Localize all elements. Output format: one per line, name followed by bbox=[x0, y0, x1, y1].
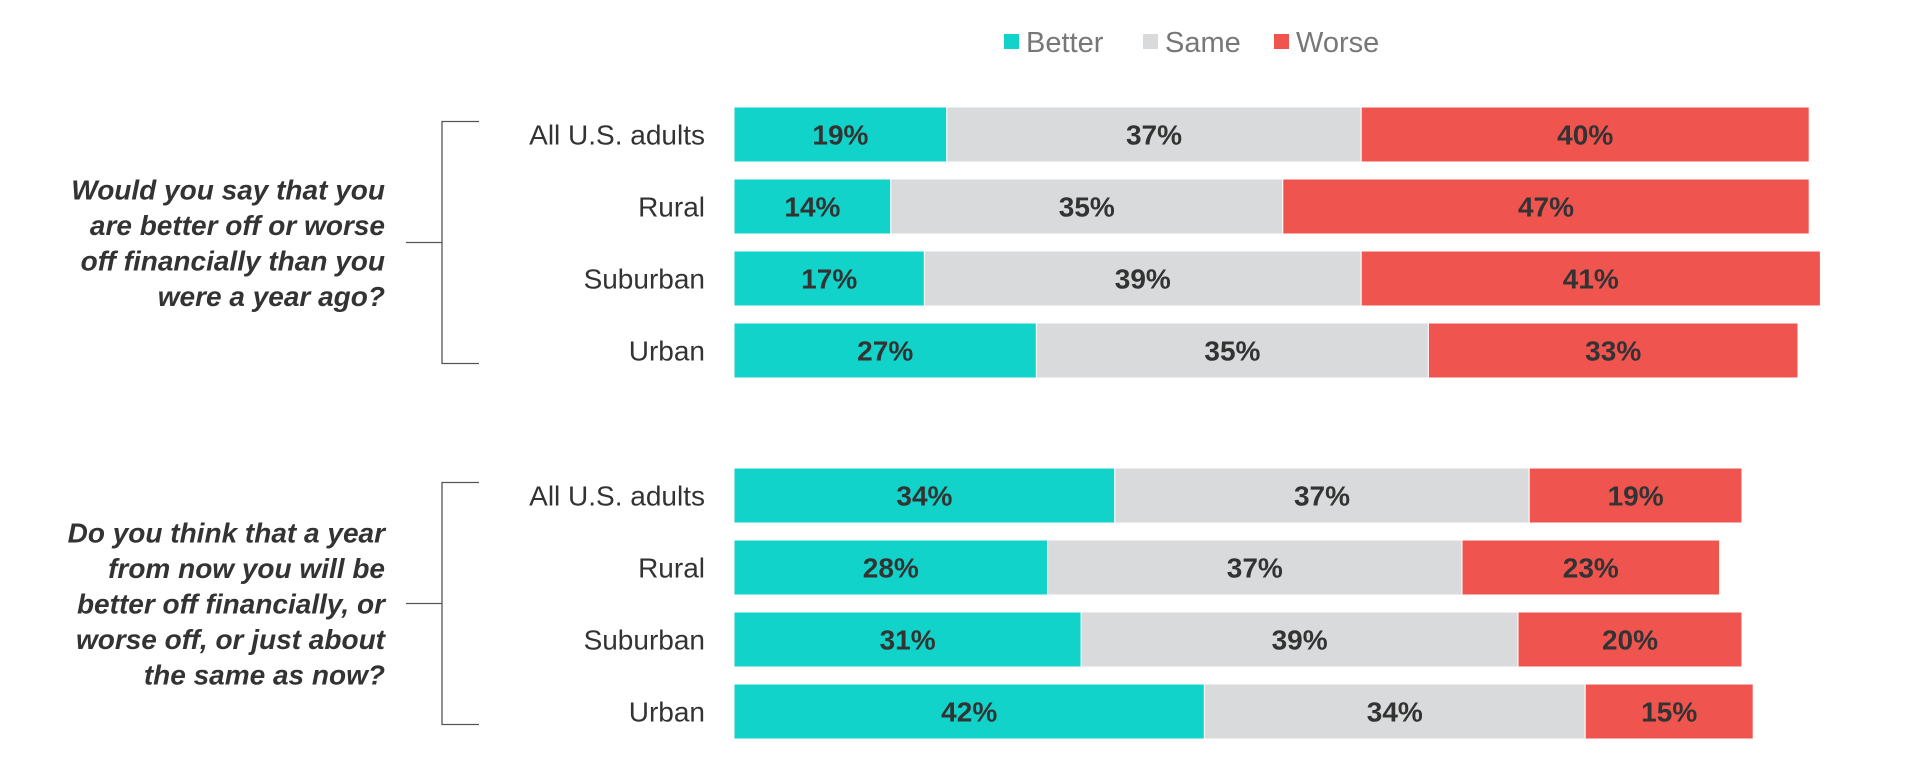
question-group-2: Do you think that a year from now you wil… bbox=[68, 467, 1754, 740]
bar-segment-better bbox=[733, 322, 1037, 379]
value-label-better: 17% bbox=[801, 264, 857, 295]
bar-segment-better bbox=[733, 250, 925, 307]
value-label-same: 35% bbox=[1059, 192, 1115, 223]
value-label-same: 37% bbox=[1126, 120, 1182, 151]
bar-segment-worse bbox=[1427, 322, 1799, 379]
question-text: Would you say that you are better off or … bbox=[71, 174, 385, 312]
bar-segment-same bbox=[890, 178, 1284, 235]
value-label-worse: 47% bbox=[1518, 192, 1574, 223]
value-label-same: 37% bbox=[1227, 553, 1283, 584]
bar-segment-better bbox=[733, 467, 1116, 524]
value-label-worse: 19% bbox=[1608, 481, 1664, 512]
bar-segment-same bbox=[946, 106, 1362, 163]
row-label: Urban bbox=[629, 697, 705, 728]
legend-label-same: Same bbox=[1165, 27, 1241, 59]
bar-segment-worse bbox=[1584, 683, 1754, 740]
value-label-better: 14% bbox=[784, 192, 840, 223]
group-bracket bbox=[406, 120, 479, 365]
legend-swatch-same bbox=[1143, 34, 1158, 49]
row-label: Urban bbox=[629, 336, 705, 367]
bar-row-suburban: Suburban 17% 39% 41% bbox=[584, 250, 1821, 307]
bar-segment-better bbox=[733, 178, 892, 235]
bar-row-suburban: Suburban 31% 39% 20% bbox=[584, 611, 1743, 668]
bar-segment-better bbox=[733, 539, 1049, 596]
bar-segment-same bbox=[1114, 467, 1530, 524]
bar-segment-worse bbox=[1282, 178, 1810, 235]
bar-segment-same bbox=[923, 250, 1362, 307]
legend-label-worse: Worse bbox=[1296, 27, 1379, 59]
value-label-worse: 41% bbox=[1563, 264, 1619, 295]
value-label-better: 28% bbox=[863, 553, 919, 584]
bar-segment-better bbox=[733, 106, 948, 163]
bar-segment-same bbox=[1203, 683, 1586, 740]
value-label-better: 19% bbox=[812, 120, 868, 151]
bar-row-rural: Rural 14% 35% 47% bbox=[638, 178, 1810, 235]
legend-swatch-better bbox=[1004, 34, 1019, 49]
bar-segment-better bbox=[733, 611, 1082, 668]
row-label: Suburban bbox=[584, 625, 705, 656]
bar-segment-worse bbox=[1528, 467, 1743, 524]
bar-row-urban: Urban 42% 34% 15% bbox=[629, 683, 1754, 740]
group-bracket bbox=[406, 481, 479, 726]
row-label: All U.S. adults bbox=[529, 120, 705, 151]
bar-row-rural: Rural 28% 37% 23% bbox=[638, 539, 1721, 596]
bar-segment-worse bbox=[1461, 539, 1721, 596]
value-label-same: 35% bbox=[1204, 336, 1260, 367]
bar-segment-worse bbox=[1360, 106, 1810, 163]
value-label-worse: 40% bbox=[1557, 120, 1613, 151]
bar-segment-worse bbox=[1360, 250, 1821, 307]
legend-label-better: Better bbox=[1026, 27, 1104, 59]
value-label-same: 39% bbox=[1115, 264, 1171, 295]
bar-segment-same bbox=[1047, 539, 1463, 596]
value-label-better: 31% bbox=[880, 625, 936, 656]
value-label-better: 27% bbox=[857, 336, 913, 367]
question-text: Do you think that a year from now you wil… bbox=[68, 518, 388, 691]
legend-swatch-worse bbox=[1274, 34, 1289, 49]
bar-segment-worse bbox=[1517, 611, 1743, 668]
value-label-same: 39% bbox=[1272, 625, 1328, 656]
value-label-worse: 33% bbox=[1585, 336, 1641, 367]
bar-segment-better bbox=[733, 683, 1205, 740]
value-label-same: 37% bbox=[1294, 481, 1350, 512]
legend: Better Same Worse bbox=[1004, 27, 1379, 59]
value-label-better: 42% bbox=[941, 697, 997, 728]
bar-row-urban: Urban 27% 35% 33% bbox=[629, 322, 1799, 379]
value-label-worse: 20% bbox=[1602, 625, 1658, 656]
bar-row-all-u-s-adults: All U.S. adults 19% 37% 40% bbox=[529, 106, 1810, 163]
question-group-1: Would you say that you are better off or … bbox=[71, 106, 1821, 379]
row-label: All U.S. adults bbox=[529, 481, 705, 512]
value-label-worse: 15% bbox=[1641, 697, 1697, 728]
bar-segment-same bbox=[1080, 611, 1519, 668]
value-label-better: 34% bbox=[896, 481, 952, 512]
value-label-worse: 23% bbox=[1563, 553, 1619, 584]
row-label: Rural bbox=[638, 192, 705, 223]
bar-row-all-u-s-adults: All U.S. adults 34% 37% 19% bbox=[529, 467, 1743, 524]
value-label-same: 34% bbox=[1367, 697, 1423, 728]
row-label: Suburban bbox=[584, 264, 705, 295]
row-label: Rural bbox=[638, 553, 705, 584]
